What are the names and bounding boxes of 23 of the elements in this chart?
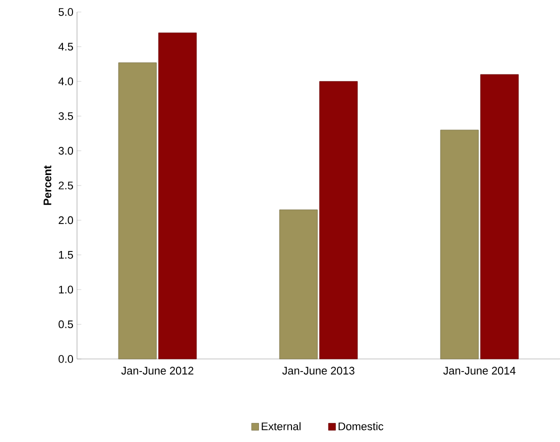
y-axis-title: Percent [44, 165, 52, 205]
y-tick-label: 0.0 [58, 355, 74, 363]
y-tick-label: 5.0 [58, 8, 74, 16]
bar [319, 81, 358, 360]
y-tick-label: 4.0 [58, 78, 74, 86]
bar [118, 62, 157, 360]
y-tick-label: 3.0 [58, 146, 74, 155]
bar [158, 32, 197, 360]
x-tick-label: Jan-June 2012 [121, 366, 194, 375]
legend-label: Domestic [338, 422, 384, 430]
y-tick-label: 1.5 [59, 251, 74, 259]
y-tick-label: 1.0 [59, 286, 74, 294]
y-tick-label: 3.5 [58, 112, 74, 120]
bar [480, 74, 519, 360]
y-tick-label: 0.5 [58, 320, 74, 328]
bar [440, 130, 479, 360]
bar [279, 210, 318, 360]
y-tick-label: 2.0 [58, 216, 74, 224]
legend-label: External [262, 422, 301, 430]
y-tick-label: 2.5 [58, 182, 74, 190]
x-tick-label: Jan-June 2013 [282, 366, 354, 375]
y-tick-label: 4.5 [58, 42, 74, 51]
x-tick-label: Jan-June 2014 [443, 366, 516, 375]
